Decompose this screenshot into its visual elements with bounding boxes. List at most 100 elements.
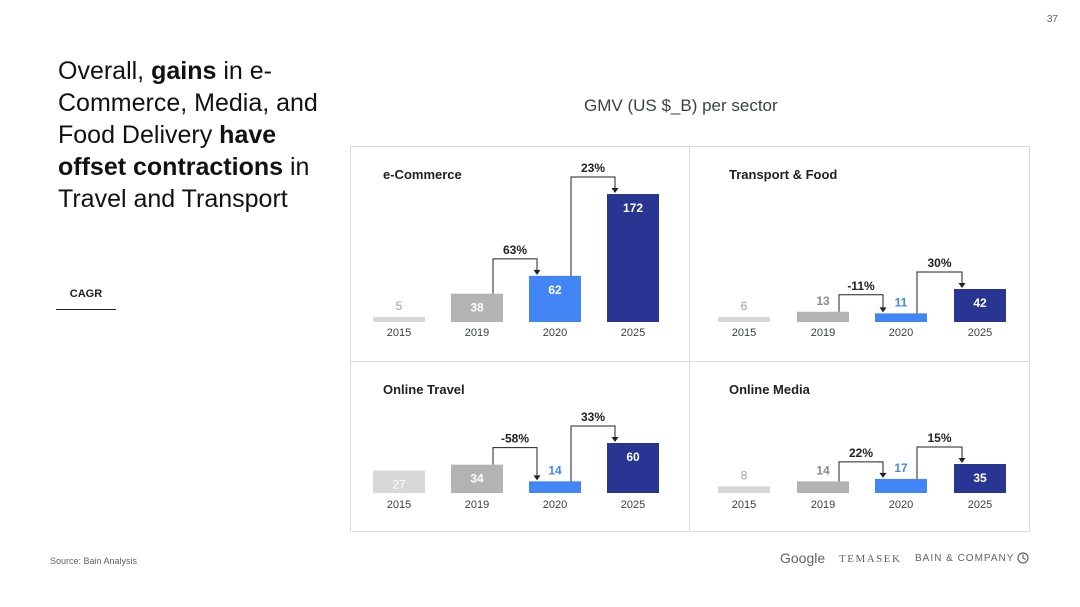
chart-grid: [350, 146, 1030, 532]
bar-value-label: 27: [392, 478, 406, 492]
cagr-label: -11%: [847, 279, 875, 293]
headline-part-bold: gains: [151, 57, 217, 85]
cagr-connector: [492, 258, 538, 294]
cagr-connector: [570, 176, 616, 276]
chart-svg: 6 2015 13 2019 11 2020 42 2025 -11% 30%: [718, 256, 1006, 339]
bar-2025: [954, 464, 1006, 493]
x-tick-label: 2015: [387, 327, 411, 339]
bar-value-label: 42: [973, 296, 987, 310]
cagr-connector: [570, 425, 616, 482]
chart-panel-ecommerce: e-Commerce 5 2015 38 2019 62 2020 172 2025 63% 23…: [350, 146, 690, 361]
x-tick-label: 2015: [387, 499, 411, 511]
chart-panel-online-travel: Online Travel 27 2015 34 2019 14 2020 60 2025 -5…: [350, 361, 690, 576]
bar-2015: [373, 470, 425, 493]
cagr-label: 15%: [927, 431, 951, 445]
grid-divider-vertical: [689, 146, 690, 532]
panel-title: Online Media: [729, 382, 810, 397]
bar-2020: [529, 275, 581, 322]
grid-divider-horizontal: [350, 361, 1030, 362]
x-tick-label: 2025: [968, 499, 992, 511]
chart-panel-transport-food: Transport & Food 6 2015 13 2019 11 2020 42 2025…: [690, 146, 1030, 361]
headline-part: Overall,: [58, 57, 152, 85]
panel-title: e-Commerce: [383, 167, 462, 182]
panel-title: Online Travel: [383, 382, 465, 397]
x-tick-label: 2015: [732, 327, 756, 339]
cagr-label: -58%: [501, 432, 529, 446]
cagr-arrowhead: [611, 437, 619, 442]
cagr-label: 30%: [927, 256, 951, 270]
bar-2020: [875, 313, 927, 322]
cagr-connector: [838, 294, 884, 312]
bar-value-label: 13: [816, 294, 830, 308]
bar-2019: [451, 464, 503, 493]
x-tick-label: 2020: [543, 499, 567, 511]
bar-value-label: 172: [623, 201, 643, 215]
headline-part-bold: have offset contractions: [58, 121, 284, 181]
bar-value-label: 8: [741, 468, 748, 482]
figure-title: GMV (US $_B) per sector: [584, 96, 778, 115]
x-tick-label: 2025: [621, 327, 645, 339]
bar-2015: [718, 317, 770, 322]
headline-part: in Travel and Transport: [58, 153, 310, 213]
cagr-tab[interactable]: CAGR: [56, 288, 116, 310]
cagr-arrowhead: [533, 475, 541, 481]
bar-value-label: 38: [470, 301, 484, 315]
panel-title: Transport & Food: [729, 167, 838, 182]
bar-2020: [875, 478, 927, 493]
cagr-connector: [492, 447, 538, 477]
chart-svg: 5 2015 38 2019 62 2020 172 2025 63% 23%: [373, 161, 659, 339]
bar-2015: [718, 486, 770, 493]
x-tick-label: 2025: [968, 327, 992, 339]
bar-value-label: 60: [626, 450, 640, 464]
temasek-logo: TEMASEK: [839, 553, 902, 565]
x-tick-label: 2020: [889, 327, 913, 339]
x-tick-label: 2019: [465, 499, 489, 511]
cagr-arrowhead: [879, 472, 887, 478]
cagr-label: 22%: [849, 446, 873, 460]
cagr-arrowhead: [611, 188, 619, 193]
bain-mark-icon: [1017, 552, 1029, 564]
bar-2019: [797, 311, 849, 322]
x-tick-label: 2019: [811, 327, 835, 339]
bar-2020: [529, 481, 581, 493]
bar-2025: [954, 289, 1006, 322]
bar-value-label: 11: [895, 295, 908, 309]
bar-2025: [607, 443, 659, 493]
bar-value-label: 5: [396, 299, 403, 313]
x-tick-label: 2019: [465, 327, 489, 339]
bar-value-label: 35: [973, 471, 987, 485]
source-note: Source: Bain Analysis: [50, 556, 138, 566]
bar-2019: [797, 481, 849, 493]
x-tick-label: 2020: [889, 499, 913, 511]
cagr-label: 63%: [503, 243, 527, 257]
chart-svg: 8 2015 14 2019 17 2020 35 2025 22% 15%: [718, 431, 1006, 511]
bar-2015: [373, 317, 425, 322]
google-logo: Google: [780, 550, 826, 566]
bar-value-label: 17: [894, 461, 908, 475]
cagr-arrowhead: [958, 283, 966, 288]
chart-panel-online-media: Online Media 8 2015 14 2019 17 2020 35 2025 22% 1…: [690, 361, 1030, 576]
bar-value-label: 14: [548, 463, 562, 477]
cagr-arrowhead: [879, 307, 887, 313]
cagr-connector: [916, 446, 963, 479]
cagr-label: 33%: [581, 410, 605, 424]
x-tick-label: 2015: [732, 499, 756, 511]
bar-2025: [607, 194, 659, 322]
bar-value-label: 34: [470, 472, 484, 486]
cagr-connector: [916, 271, 963, 314]
cagr-arrowhead: [958, 458, 966, 463]
page-number: 37: [1046, 14, 1058, 25]
x-tick-label: 2020: [543, 327, 567, 339]
bar-2019: [451, 293, 503, 322]
x-tick-label: 2019: [811, 499, 835, 511]
chart-svg: 27 2015 34 2019 14 2020 60 2025 -58% 33%: [373, 410, 659, 511]
bar-value-label: 62: [548, 283, 562, 297]
x-tick-label: 2025: [621, 499, 645, 511]
cagr-connector: [838, 461, 884, 482]
bar-value-label: 14: [816, 463, 830, 477]
cagr-label: 23%: [581, 161, 605, 175]
bain-logo: BAIN & COMPANY: [915, 553, 1015, 564]
bar-value-label: 6: [741, 299, 748, 313]
cagr-arrowhead: [533, 269, 541, 275]
headline-part: in e-Commerce, Media, and Food Delivery: [58, 57, 318, 149]
